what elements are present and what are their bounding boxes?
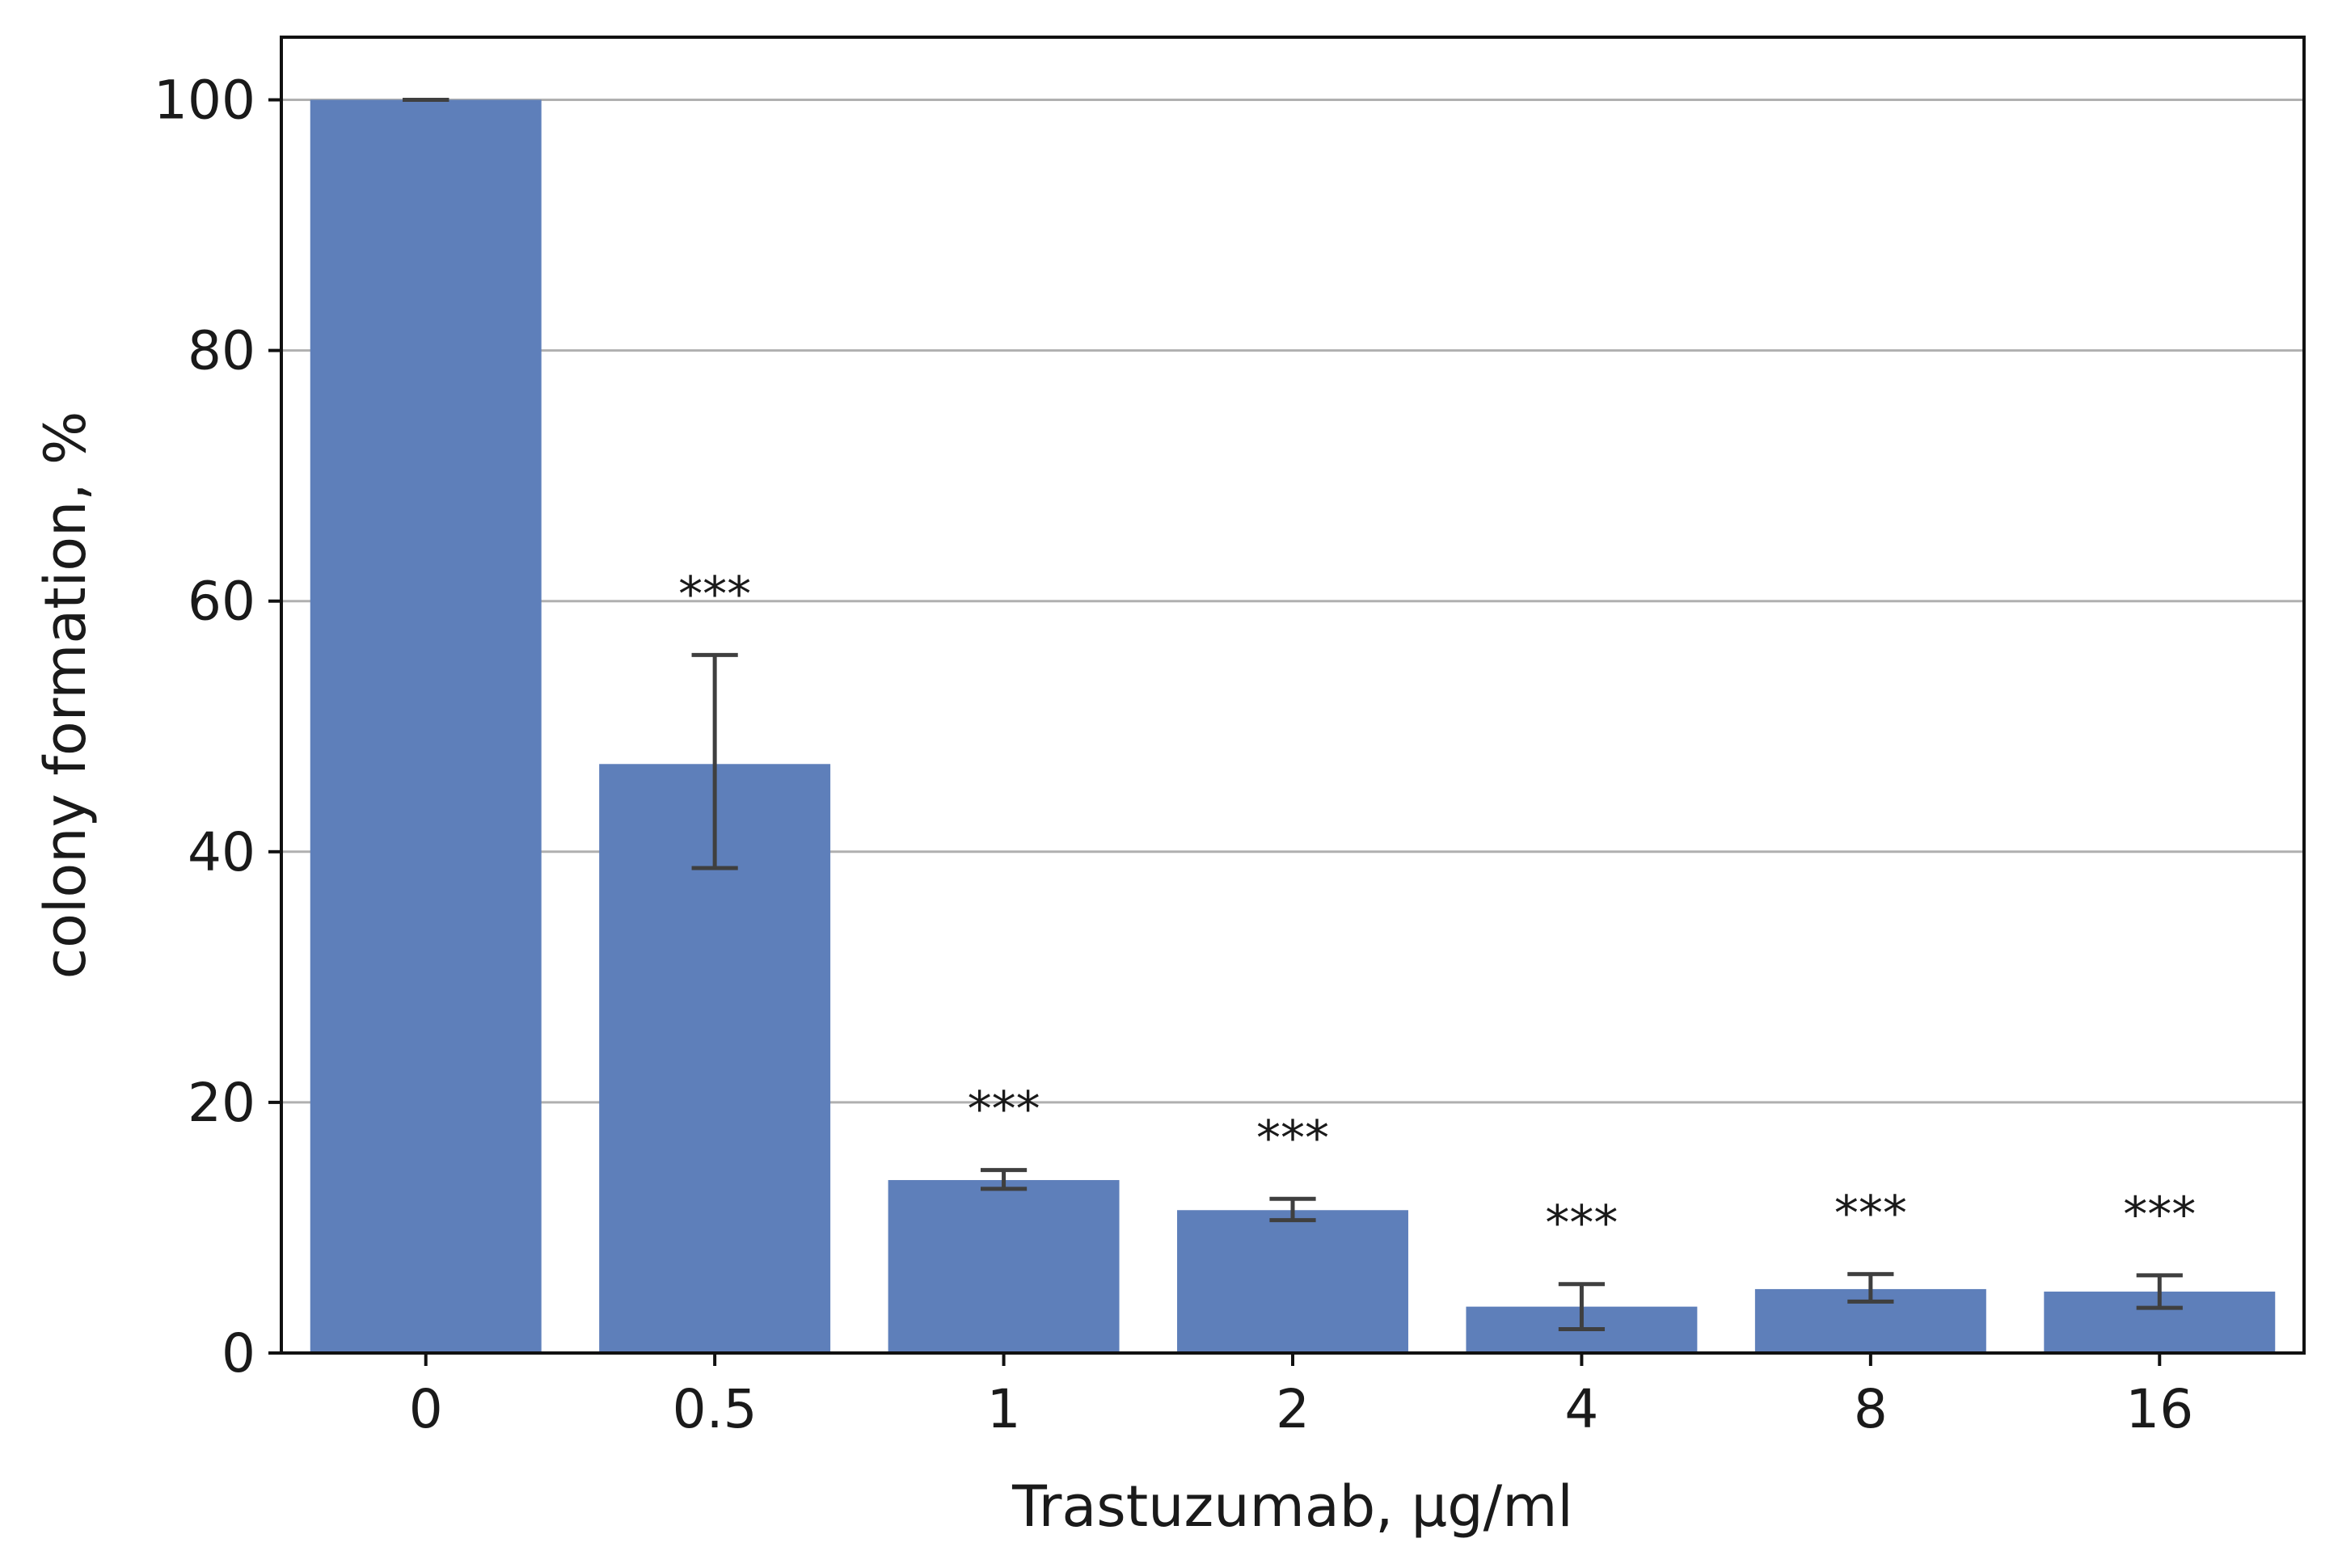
y-tick-label: 0 [222,1322,255,1385]
x-tick-label: 16 [2125,1378,2193,1440]
x-tick-label: 2 [1276,1378,1310,1440]
error-bar [980,1168,1028,1191]
grid-layer [281,99,2304,1104]
error-bar [2136,1273,2183,1310]
x-tick-label: 4 [1564,1378,1598,1440]
significance-label: *** [968,1081,1040,1138]
y-tick-label: 100 [154,70,255,132]
bar [1177,1210,1408,1353]
significance-label: *** [1545,1195,1618,1252]
significance-label: *** [2123,1187,2196,1243]
error-bar [1558,1282,1606,1332]
significance-label: *** [1834,1185,1907,1241]
y-tick-label: 40 [188,821,255,883]
annotation-layer: *** *** *** *** *** *** [678,566,2196,1251]
bar-layer [310,99,2276,1354]
x-axis-label: Trastuzumab, μg/ml [1011,1473,1573,1540]
y-tick-label: 60 [188,571,255,633]
y-axis-ticks: 0 20 40 60 80 100 [154,70,281,1385]
error-layer [403,98,2183,1332]
bar [310,99,542,1354]
bar [888,1180,1120,1353]
x-tick-label: 0 [409,1378,443,1440]
error-bar [1847,1271,1894,1304]
y-tick-label: 80 [188,320,255,382]
x-tick-label: 0.5 [673,1378,758,1440]
x-tick-label: 8 [1854,1378,1888,1440]
error-bar [691,652,738,870]
x-tick-label: 1 [987,1378,1021,1440]
y-axis-label: colony formation, % [32,411,99,980]
y-tick-label: 20 [188,1072,255,1134]
error-bar [1269,1196,1316,1223]
x-axis-ticks: 0 0.5 1 2 4 8 16 [409,1353,2193,1440]
significance-label: *** [678,566,751,622]
significance-label: *** [1256,1110,1329,1166]
